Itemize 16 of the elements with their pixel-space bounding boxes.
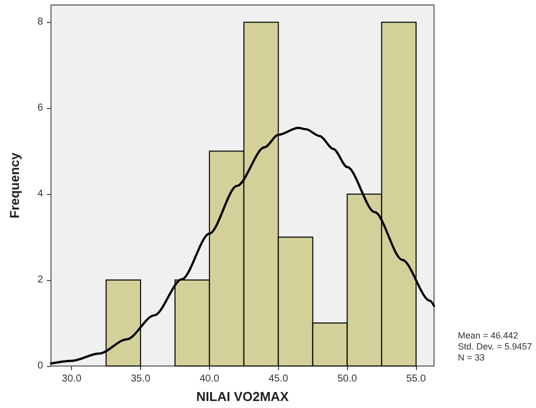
y-tick-label: 4 <box>37 188 44 200</box>
text: N = 33 <box>458 352 485 362</box>
y-tick-label: 6 <box>37 102 44 114</box>
x-tick-label: 45.0 <box>268 374 288 384</box>
y-tick-label: 0 <box>37 360 44 372</box>
x-tick-label: 35.0 <box>130 374 151 384</box>
y-tick-label: 8 <box>37 16 44 28</box>
x-axis-title: NILAI VO2MAX <box>196 389 290 404</box>
x-tick-label: 30.0 <box>62 374 82 384</box>
text: Mean = 46.442 <box>458 330 518 340</box>
y-tick-label: 2 <box>37 274 44 286</box>
x-tick-label: 40.0 <box>200 374 220 384</box>
text: Std. Dev. = 5.9457 <box>458 342 532 352</box>
x-tick-label: 55.0 <box>406 374 426 384</box>
y-axis-title: Frequency <box>7 152 22 218</box>
x-tick-label: 50.0 <box>337 374 358 384</box>
